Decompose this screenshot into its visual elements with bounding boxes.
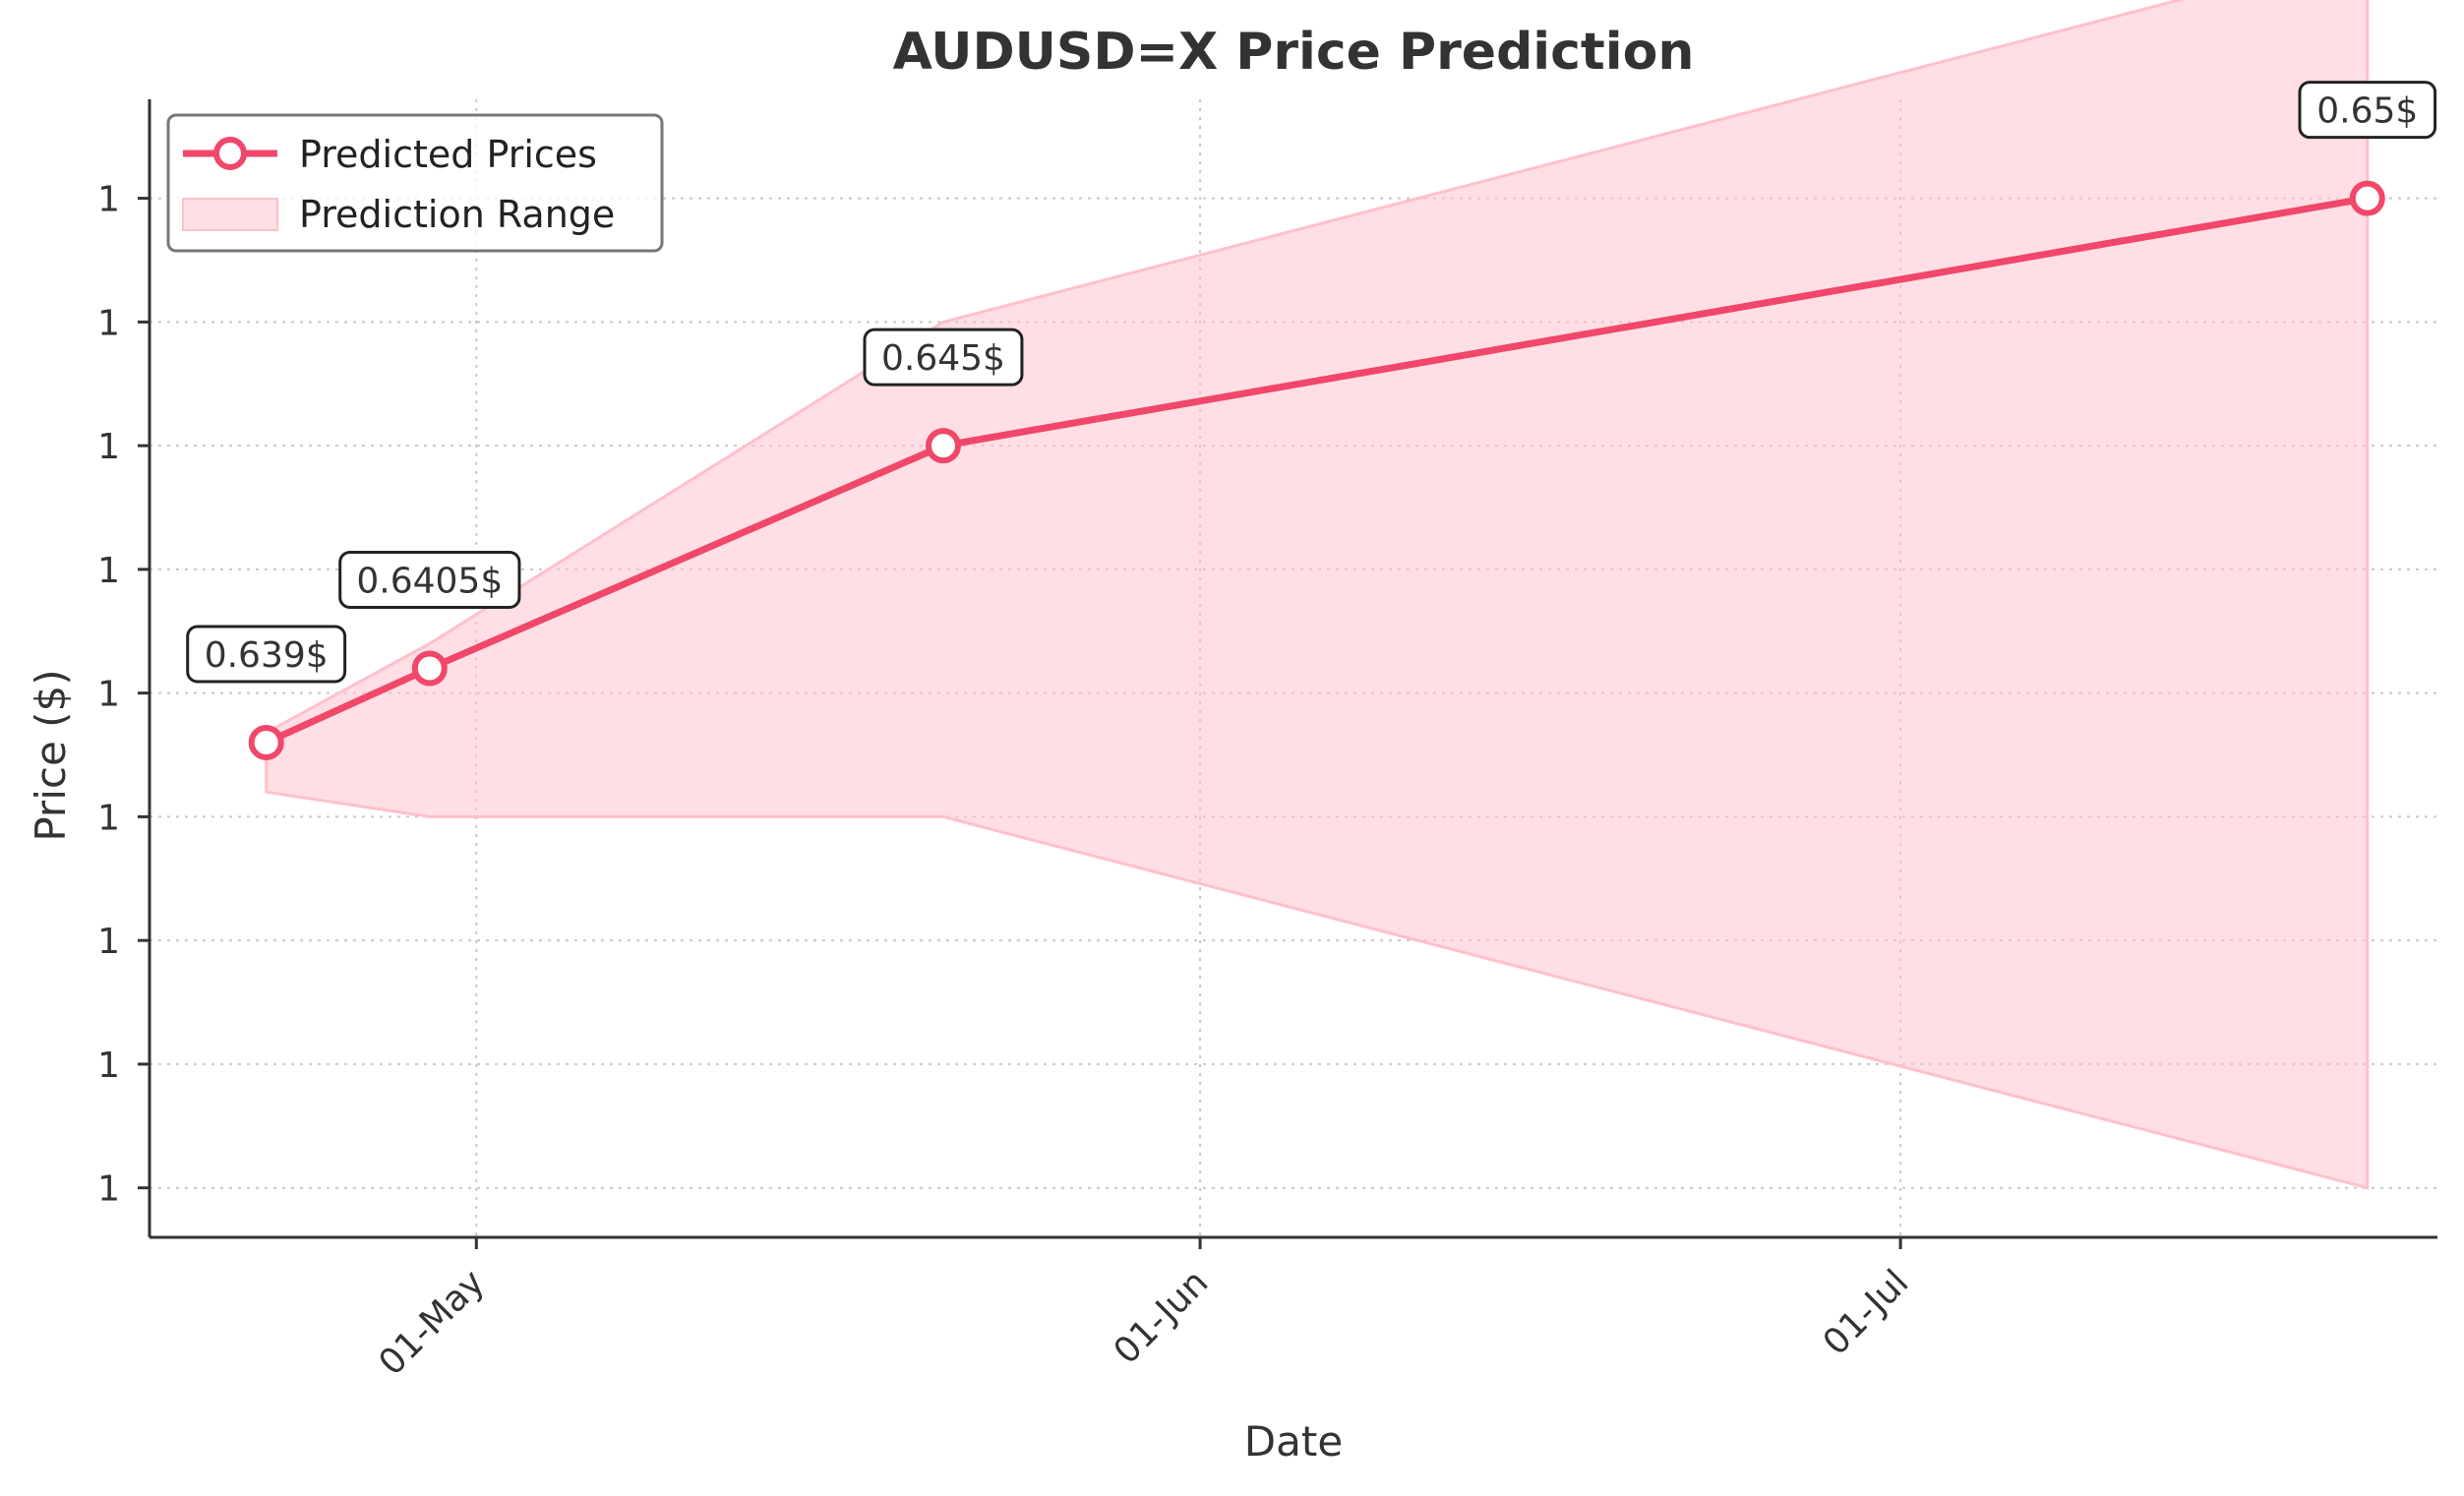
legend-range-swatch	[182, 198, 278, 231]
data-label-box	[863, 328, 1024, 387]
data-label-box	[2298, 81, 2437, 140]
data-label-box	[338, 551, 521, 609]
data-label: 0.65$	[2298, 81, 2437, 140]
x-axis-label: Date	[1244, 1417, 1343, 1466]
predicted-prices-line	[265, 195, 2369, 747]
legend-label-predicted-prices: Predicted Prices	[299, 133, 597, 176]
x-tick-label: 01-May	[371, 1262, 492, 1383]
data-label: 0.6405$	[338, 551, 521, 609]
x-tick-label: 01-Jun	[1107, 1262, 1217, 1372]
data-label-text: 0.645$	[881, 338, 1005, 379]
predicted-prices-series	[248, 180, 2385, 760]
y-tick-label: 1	[97, 427, 120, 467]
legend: Predicted Prices Prediction Range	[166, 113, 664, 253]
data-label-text: 0.6405$	[356, 562, 503, 602]
y-tick-label: 1	[97, 1169, 120, 1210]
legend-label-prediction-range: Prediction Range	[299, 193, 615, 236]
legend-marker-swatch	[213, 137, 247, 170]
y-tick-label: 1	[97, 303, 120, 343]
y-tick-label: 1	[97, 551, 120, 591]
y-tick-label: 1	[97, 675, 120, 715]
x-tick-label: 01-Jul	[1816, 1262, 1917, 1363]
data-point-marker	[2349, 180, 2385, 216]
axes	[138, 99, 2437, 1249]
data-label-box	[186, 625, 347, 684]
data-label-text: 0.639$	[205, 635, 329, 676]
prediction-range-band	[265, 0, 2370, 1190]
y-tick-label: 1	[97, 1046, 120, 1086]
y-tick-label: 1	[97, 180, 120, 220]
y-axis-label: Price ($)	[27, 669, 75, 841]
data-labels: 0.639$ 0.6405$ 0.645$ 0.65$	[186, 81, 2437, 684]
data-label-text: 0.65$	[2316, 91, 2418, 132]
data-label: 0.639$	[186, 625, 347, 684]
chart-title: AUDUSD=X Price Prediction	[893, 23, 1695, 82]
y-tick-label: 1	[97, 922, 120, 962]
legend-frame	[166, 113, 664, 253]
prediction-range-area	[265, 0, 2370, 1190]
data-label: 0.645$	[863, 328, 1024, 387]
data-point-marker	[411, 650, 448, 687]
data-point-marker	[248, 724, 284, 760]
data-point-marker	[925, 428, 961, 464]
y-tick-label: 1	[97, 798, 120, 838]
